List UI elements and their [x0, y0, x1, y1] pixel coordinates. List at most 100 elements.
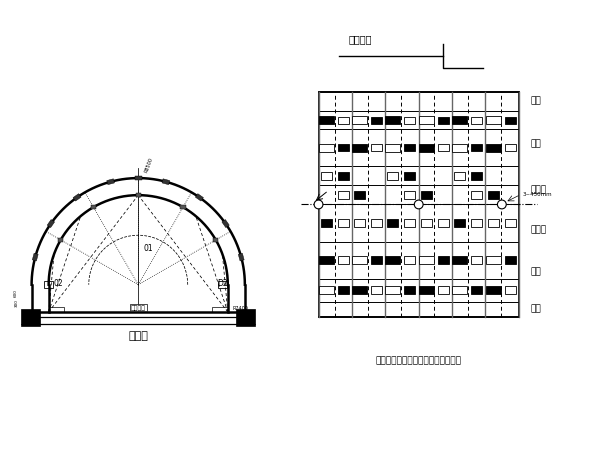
Bar: [471, 172, 482, 179]
Bar: [338, 286, 349, 294]
Text: 模板顶面: 模板顶面: [131, 305, 145, 311]
Bar: [44, 281, 53, 288]
Bar: [385, 116, 400, 124]
Text: 底模: 底模: [531, 97, 542, 106]
Bar: [438, 117, 448, 124]
Bar: [385, 286, 400, 294]
Bar: [371, 117, 382, 124]
Bar: [319, 116, 334, 124]
Bar: [91, 206, 96, 209]
Bar: [322, 172, 332, 179]
Bar: [454, 172, 465, 179]
Text: 300: 300: [14, 299, 18, 308]
Text: 作业窗、注浆口、振捣器布置示意图: 作业窗、注浆口、振捣器布置示意图: [376, 356, 462, 365]
Bar: [22, 308, 40, 326]
Bar: [385, 256, 400, 264]
Bar: [352, 286, 367, 294]
Bar: [162, 179, 169, 184]
Text: 主视图: 主视图: [128, 331, 148, 341]
Bar: [438, 219, 448, 226]
Bar: [404, 144, 415, 152]
Bar: [371, 257, 382, 264]
Bar: [471, 286, 482, 294]
Bar: [505, 144, 516, 152]
Bar: [338, 117, 349, 124]
Text: 边模: 边模: [531, 267, 542, 276]
Bar: [49, 307, 64, 312]
Bar: [419, 116, 434, 124]
Bar: [453, 116, 468, 124]
Bar: [453, 144, 468, 152]
Bar: [319, 144, 334, 152]
Bar: [404, 257, 415, 264]
Text: 01: 01: [144, 244, 153, 253]
Text: 02: 02: [53, 279, 63, 288]
Bar: [486, 286, 501, 294]
Bar: [421, 219, 432, 226]
Bar: [438, 286, 448, 294]
Bar: [338, 219, 349, 226]
Text: 3~450mm: 3~450mm: [523, 192, 552, 197]
Bar: [319, 92, 519, 317]
Bar: [371, 286, 382, 294]
Bar: [352, 256, 367, 264]
Bar: [421, 191, 432, 198]
Bar: [486, 144, 501, 152]
Text: R8500: R8500: [144, 157, 154, 174]
Bar: [471, 144, 482, 152]
Circle shape: [414, 200, 423, 209]
Bar: [352, 144, 367, 152]
Bar: [322, 219, 332, 226]
Bar: [136, 193, 141, 197]
Bar: [388, 219, 398, 226]
Bar: [487, 191, 499, 198]
Bar: [32, 253, 38, 261]
Bar: [471, 219, 482, 226]
Bar: [135, 176, 142, 180]
Bar: [195, 193, 203, 201]
Bar: [371, 144, 382, 152]
Bar: [404, 172, 415, 179]
Text: 底模: 底模: [531, 304, 542, 313]
Bar: [238, 253, 244, 261]
Text: 长顶模: 长顶模: [531, 185, 547, 194]
Bar: [419, 256, 434, 264]
Bar: [338, 172, 349, 179]
Bar: [338, 144, 349, 152]
Bar: [454, 219, 465, 226]
Bar: [419, 144, 434, 152]
Circle shape: [314, 200, 323, 209]
Bar: [222, 220, 229, 228]
Bar: [236, 308, 255, 326]
Bar: [352, 116, 367, 124]
Bar: [107, 179, 114, 184]
Bar: [319, 286, 334, 294]
Bar: [438, 257, 448, 264]
Bar: [213, 238, 218, 242]
Bar: [505, 117, 516, 124]
Bar: [486, 116, 501, 124]
Text: 边模: 边模: [531, 139, 542, 148]
Text: R7400: R7400: [232, 306, 248, 311]
Bar: [453, 256, 468, 264]
Bar: [212, 307, 228, 312]
Bar: [404, 286, 415, 294]
Text: D2: D2: [218, 279, 228, 288]
Bar: [338, 191, 349, 198]
Bar: [404, 117, 415, 124]
Bar: [355, 219, 365, 226]
Bar: [471, 117, 482, 124]
Bar: [505, 286, 516, 294]
Bar: [385, 144, 400, 152]
Bar: [505, 257, 516, 264]
Bar: [218, 281, 227, 288]
Bar: [487, 219, 499, 226]
Bar: [471, 191, 482, 198]
Text: 前进方向: 前进方向: [349, 34, 372, 44]
Bar: [453, 286, 468, 294]
Bar: [180, 206, 186, 209]
Bar: [486, 256, 501, 264]
Bar: [371, 219, 382, 226]
Bar: [404, 191, 415, 198]
Bar: [338, 257, 349, 264]
